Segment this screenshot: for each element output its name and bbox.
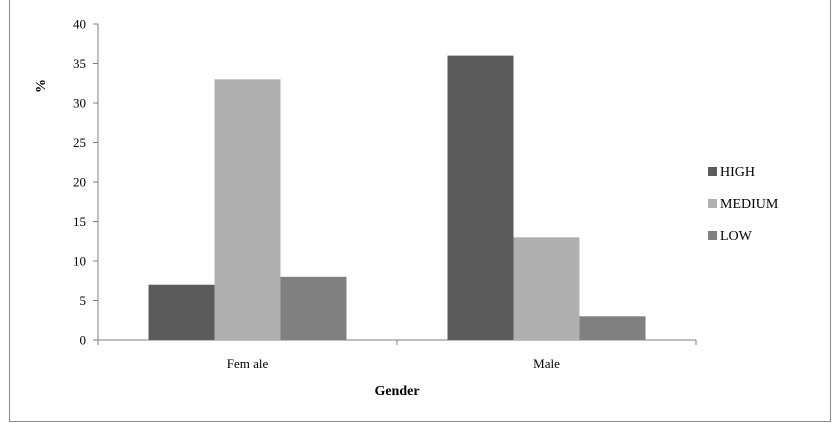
- bar-high-male: [447, 55, 514, 340]
- x-axis-title: Gender: [374, 384, 419, 399]
- legend-swatch-low: [708, 231, 717, 240]
- legend-swatch-high: [708, 167, 717, 176]
- y-tick-label: 5: [80, 293, 87, 308]
- legend: HIGH MEDIUM LOW: [708, 165, 779, 244]
- y-tick-label: 15: [73, 214, 86, 229]
- bar-medium-male: [513, 237, 580, 340]
- y-tick-label: 25: [73, 135, 86, 150]
- bar-group: [148, 55, 646, 341]
- y-tick-label: 20: [73, 175, 86, 190]
- legend-swatch-medium: [708, 199, 717, 208]
- bar-low-male: [579, 316, 646, 340]
- y-axis-title: %: [34, 79, 49, 93]
- y-tick-label: 40: [73, 17, 86, 32]
- bar-medium-female: [214, 79, 281, 341]
- bar-low-female: [280, 276, 347, 340]
- legend-label-low: LOW: [720, 229, 753, 244]
- y-tick-labels: 0 5 10 15 20 25 30 35 40: [73, 17, 86, 348]
- legend-label-high: HIGH: [720, 165, 755, 180]
- x-category-label: Fem ale: [227, 356, 269, 371]
- bar-high-female: [148, 284, 215, 340]
- legend-label-medium: MEDIUM: [720, 197, 779, 212]
- y-tick-label: 10: [73, 254, 86, 269]
- y-tick-label: 0: [80, 333, 87, 348]
- y-tick-label: 30: [73, 96, 86, 111]
- x-category-labels: Fem ale Male: [227, 356, 560, 371]
- x-category-label: Male: [533, 356, 560, 371]
- y-tick-label: 35: [73, 56, 86, 71]
- chart-frame: [9, 0, 831, 422]
